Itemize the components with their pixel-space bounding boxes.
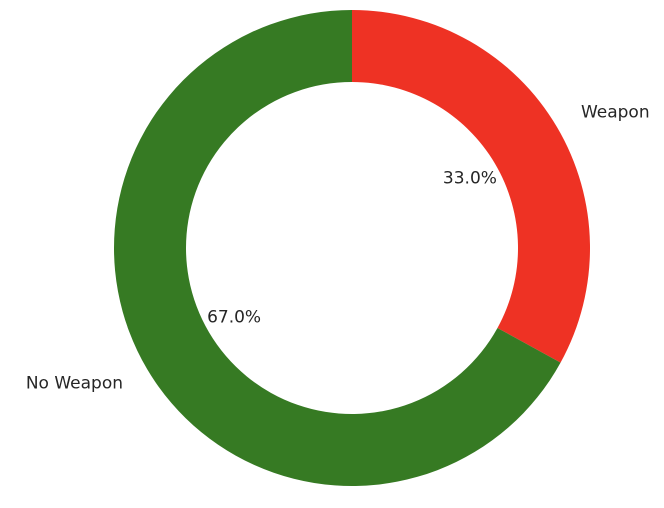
category-label-weapon: Weapon — [581, 103, 650, 123]
category-label-no-weapon: No Weapon — [26, 373, 123, 393]
donut-slices — [114, 10, 591, 487]
percent-label-weapon: 33.0% — [443, 168, 497, 188]
donut-labels: Weapon 33.0% No Weapon 67.0% — [26, 103, 650, 394]
percent-label-no-weapon: 67.0% — [207, 308, 261, 328]
slice-no-weapon — [114, 10, 561, 487]
slice-weapon — [352, 10, 591, 363]
